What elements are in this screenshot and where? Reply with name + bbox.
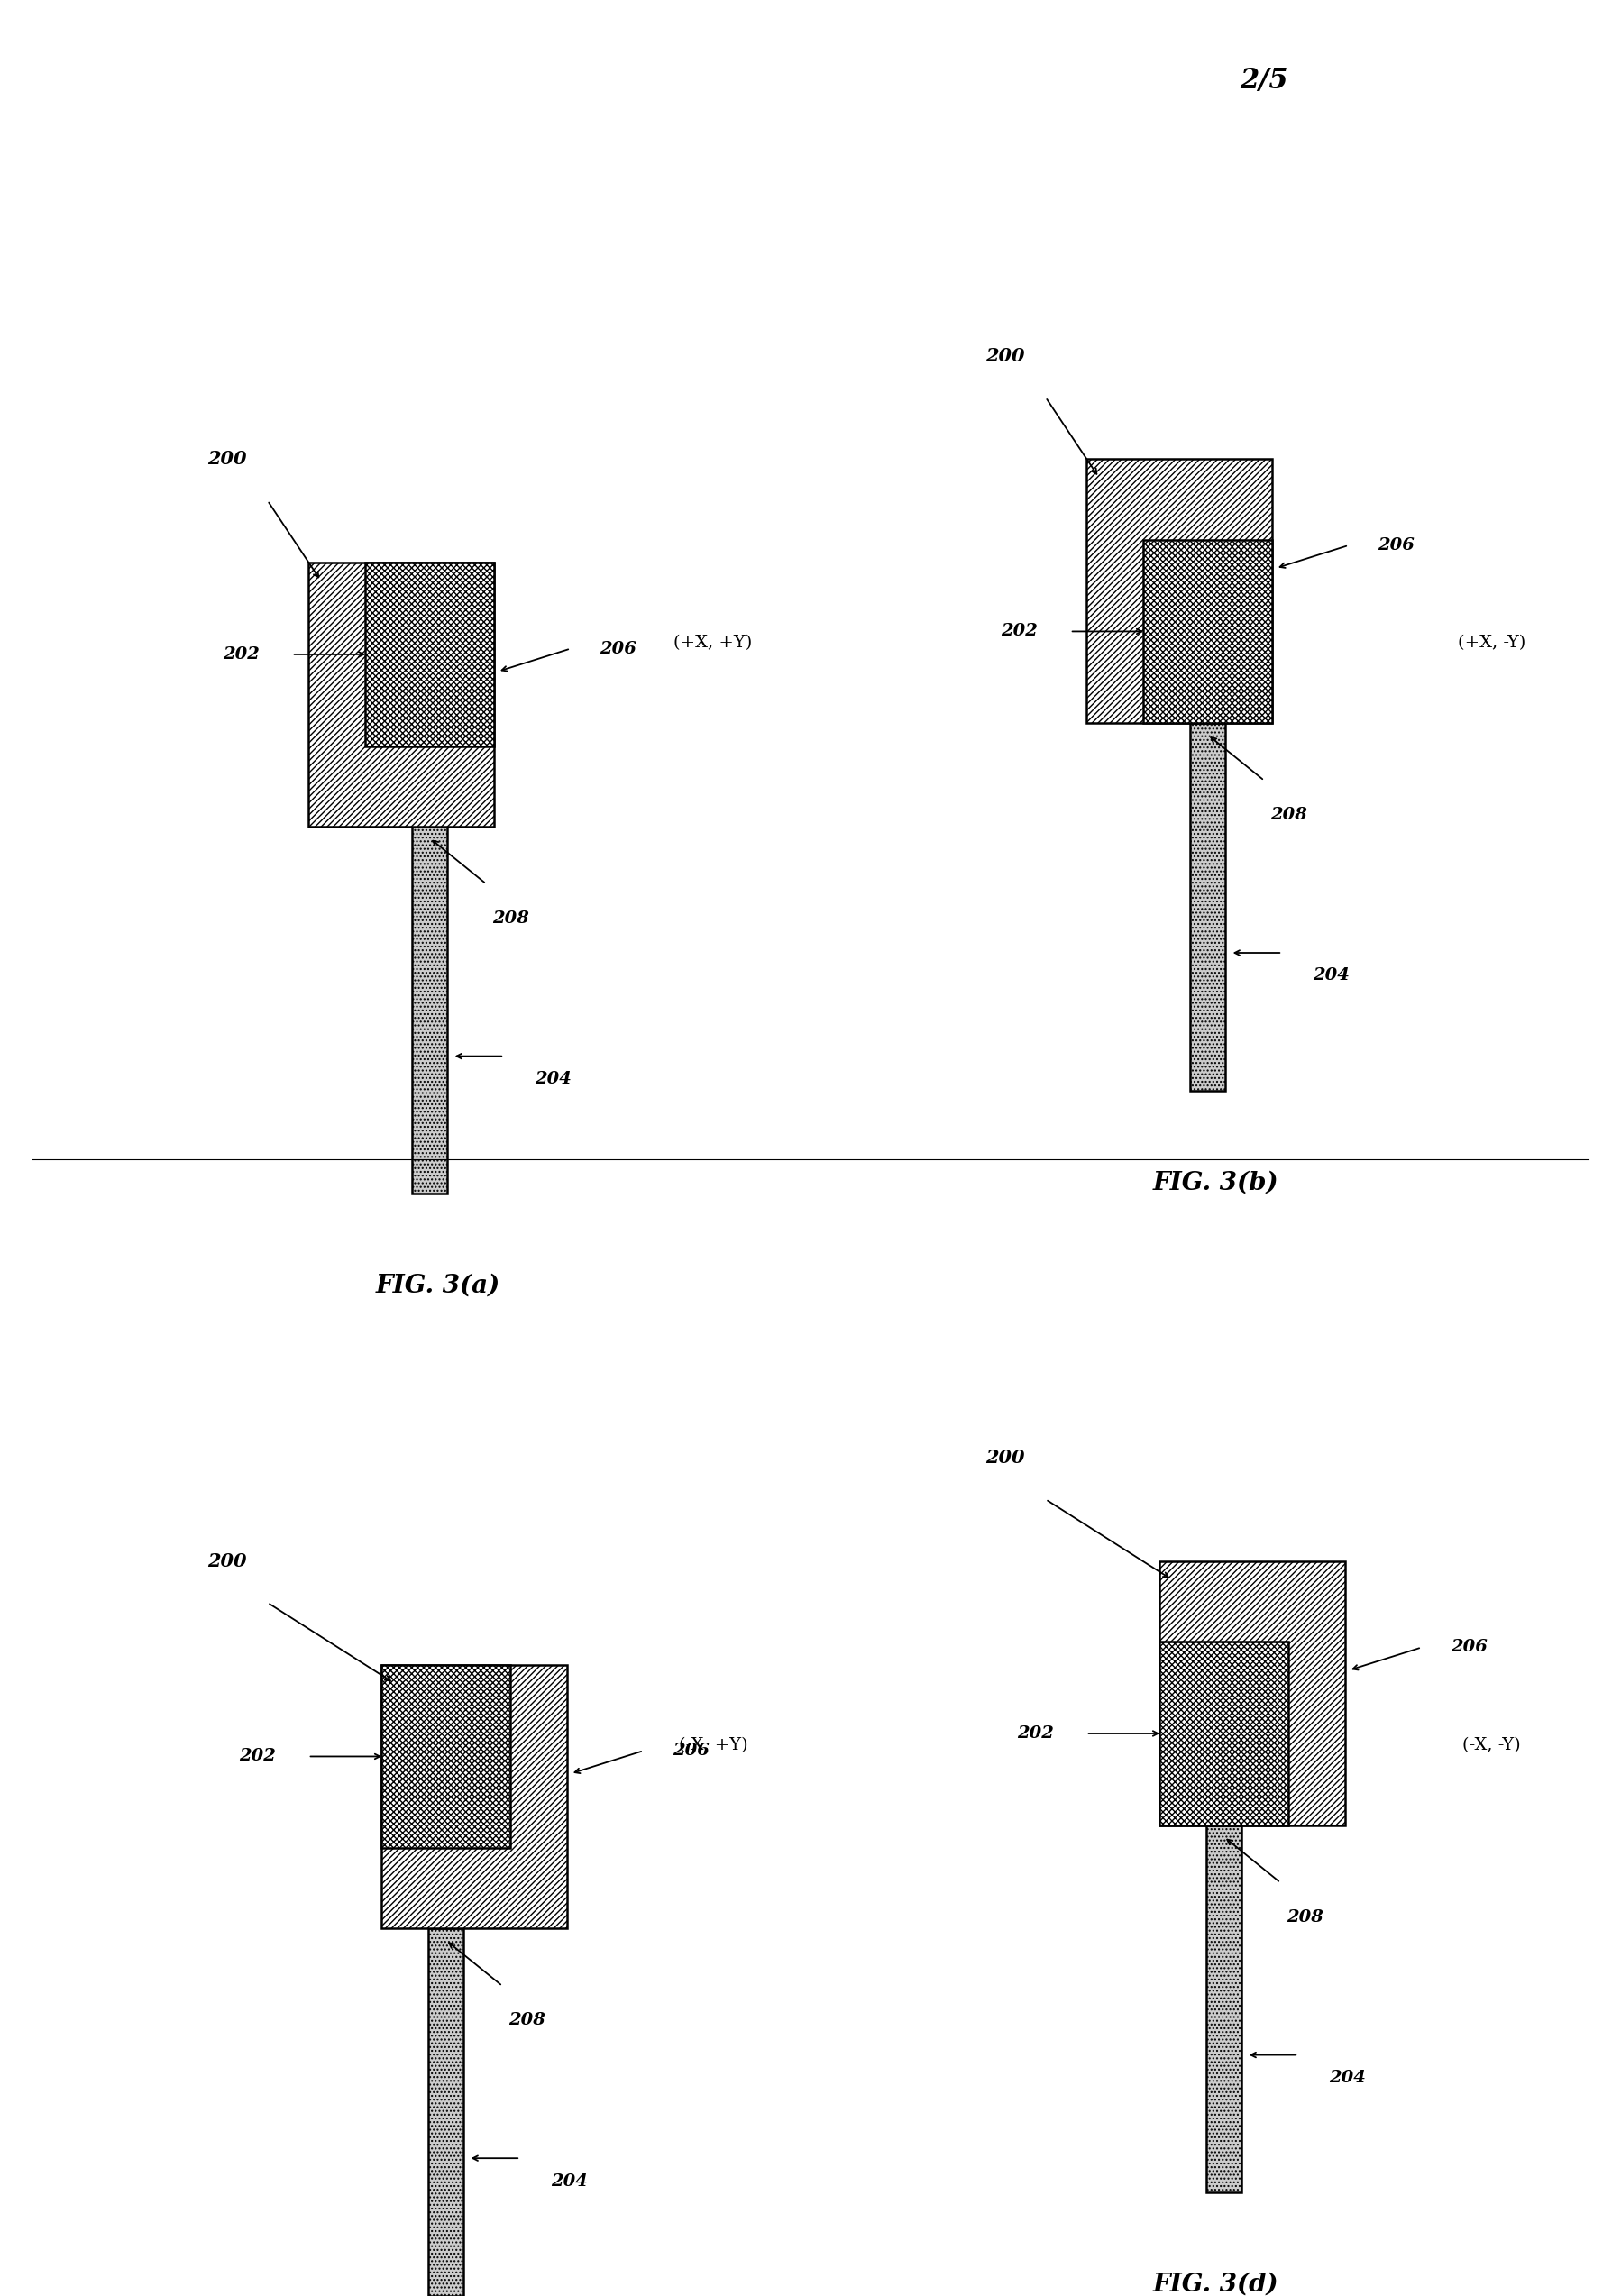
Text: 204: 204 <box>551 2172 587 2190</box>
Text: 2/5: 2/5 <box>1240 67 1289 94</box>
Text: 202: 202 <box>1016 1724 1054 1743</box>
Text: (-X, -Y): (-X, -Y) <box>1462 1736 1520 1754</box>
Text: 206: 206 <box>673 1743 710 1759</box>
Text: (+X, +Y): (+X, +Y) <box>674 634 752 652</box>
Text: 208: 208 <box>1271 806 1307 824</box>
Text: 200: 200 <box>986 347 1024 365</box>
Text: 200: 200 <box>986 1449 1024 1467</box>
Bar <box>308 563 494 827</box>
Text: 204: 204 <box>1329 2069 1365 2087</box>
Bar <box>412 827 447 1194</box>
Text: 202: 202 <box>238 1747 276 1766</box>
Text: 204: 204 <box>535 1070 571 1088</box>
Bar <box>1206 1825 1242 2193</box>
Bar <box>381 1665 511 1848</box>
Text: FIG. 3(b): FIG. 3(b) <box>1153 1171 1279 1194</box>
Text: FIG. 3(d): FIG. 3(d) <box>1153 2273 1279 2296</box>
Bar <box>365 563 494 746</box>
Text: (+X, -Y): (+X, -Y) <box>1457 634 1525 652</box>
Bar <box>381 1665 567 1929</box>
Bar <box>428 1929 464 2296</box>
Text: 202: 202 <box>222 645 259 664</box>
Text: 206: 206 <box>1451 1639 1488 1655</box>
Bar <box>1190 723 1225 1091</box>
Text: FIG. 3(a): FIG. 3(a) <box>376 1274 499 1297</box>
Text: 204: 204 <box>1313 967 1349 985</box>
Text: 202: 202 <box>1000 622 1037 641</box>
Bar <box>1159 1642 1289 1825</box>
Text: 208: 208 <box>493 909 528 928</box>
Bar <box>1086 459 1272 723</box>
Text: 206: 206 <box>600 641 637 657</box>
Text: 206: 206 <box>1378 537 1415 553</box>
Bar <box>1159 1561 1345 1825</box>
Text: (-X, +Y): (-X, +Y) <box>679 1736 747 1754</box>
Text: 200: 200 <box>207 1552 246 1570</box>
Bar <box>1143 540 1272 723</box>
Text: 208: 208 <box>509 2011 545 2030</box>
Text: 200: 200 <box>207 450 246 468</box>
Text: 208: 208 <box>1287 1908 1323 1926</box>
